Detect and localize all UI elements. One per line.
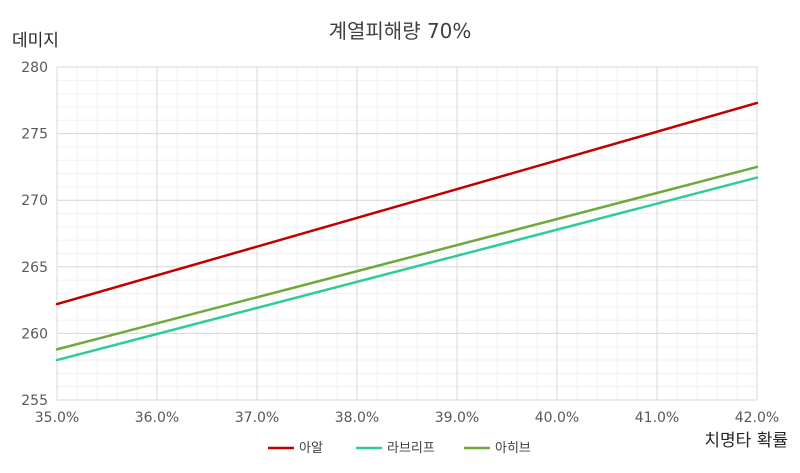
legend-label: 라브리프 [387, 441, 435, 456]
y-axis-title: 데미지 [12, 31, 59, 51]
series-lines [55, 101, 759, 362]
series-line-2 [55, 165, 759, 351]
chart-title: 계열피해량 70% [329, 19, 472, 43]
y-tick-label: 270 [21, 193, 48, 209]
x-tick-label: 37.0% [235, 410, 279, 426]
x-axis-ticks: 35.0% 36.0% 37.0% 38.0% 39.0% 40.0% 41.0% 42.0% [35, 410, 779, 426]
legend-item-2: 아히브 [464, 441, 531, 456]
series-line-1 [55, 176, 759, 362]
legend-item-1: 라브리프 [356, 441, 435, 456]
legend-label: 아알 [299, 441, 323, 456]
y-tick-label: 260 [21, 326, 48, 342]
plot-area-border [56, 66, 758, 401]
x-tick-label: 38.0% [335, 410, 379, 426]
x-tick-label: 35.0% [35, 410, 79, 426]
x-tick-label: 41.0% [635, 410, 679, 426]
x-tick-label: 40.0% [535, 410, 579, 426]
y-tick-label: 280 [21, 60, 48, 76]
legend: 아알 라브리프 아히브 [268, 441, 531, 456]
x-axis-title: 치명타 확률 [704, 431, 788, 451]
y-tick-label: 265 [21, 260, 48, 276]
y-tick-label: 255 [21, 393, 48, 409]
x-tick-label: 36.0% [135, 410, 179, 426]
legend-label: 아히브 [495, 441, 531, 456]
y-tick-label: 275 [21, 127, 48, 143]
x-tick-label: 42.0% [735, 410, 779, 426]
series-line-0 [55, 101, 759, 306]
y-axis-ticks: 255 260 265 270 275 280 [21, 60, 48, 409]
x-tick-label: 39.0% [435, 410, 479, 426]
legend-item-0: 아알 [268, 441, 323, 456]
